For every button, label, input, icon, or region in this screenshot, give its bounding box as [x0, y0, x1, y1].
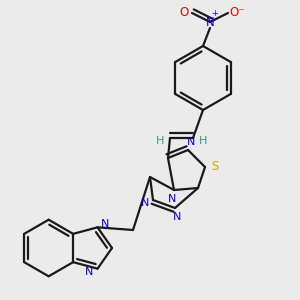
Text: N: N	[173, 212, 181, 222]
Text: H: H	[199, 136, 207, 146]
Text: N: N	[141, 198, 149, 208]
Text: +: +	[212, 8, 218, 17]
Text: S: S	[211, 160, 219, 173]
Text: N: N	[101, 219, 110, 229]
Text: N: N	[206, 16, 214, 28]
Text: H: H	[156, 136, 164, 146]
Text: N: N	[168, 194, 176, 204]
Text: N: N	[85, 267, 94, 277]
Text: O⁻: O⁻	[229, 7, 245, 20]
Text: O: O	[179, 7, 189, 20]
Text: N: N	[187, 137, 195, 147]
